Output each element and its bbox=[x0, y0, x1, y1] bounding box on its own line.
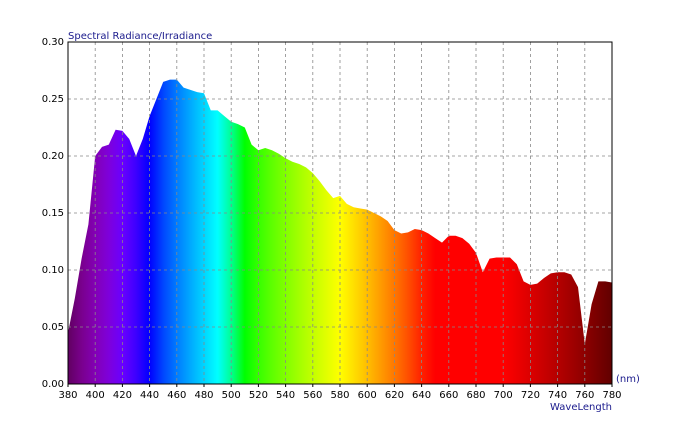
x-tick-label: 500 bbox=[222, 390, 241, 401]
y-tick-label: 0.30 bbox=[42, 37, 64, 48]
x-tick-label: 400 bbox=[86, 390, 105, 401]
x-tick-label: 720 bbox=[521, 390, 540, 401]
x-tick-label: 660 bbox=[439, 390, 458, 401]
x-tick-label: 420 bbox=[113, 390, 132, 401]
x-tick-label: 560 bbox=[303, 390, 322, 401]
x-tick-label: 620 bbox=[385, 390, 404, 401]
x-tick-label: 380 bbox=[58, 390, 77, 401]
y-axis-label: Spectral Radiance/Irradiance bbox=[68, 31, 212, 42]
y-tick-label: 0.25 bbox=[42, 94, 64, 105]
plot-frame bbox=[67, 41, 613, 385]
y-tick-label: 0.10 bbox=[42, 265, 64, 276]
x-tick-label: 740 bbox=[548, 390, 567, 401]
x-axis-label: WaveLength bbox=[550, 402, 612, 413]
x-tick-label: 760 bbox=[575, 390, 594, 401]
x-tick-label: 640 bbox=[412, 390, 431, 401]
y-tick-label: 0.00 bbox=[42, 379, 64, 390]
y-tick-label: 0.05 bbox=[42, 322, 64, 333]
x-tick-label: 600 bbox=[358, 390, 377, 401]
x-tick-label: 540 bbox=[276, 390, 295, 401]
x-tick-label: 480 bbox=[194, 390, 213, 401]
x-tick-label: 680 bbox=[466, 390, 485, 401]
y-tick-label: 0.20 bbox=[42, 151, 64, 162]
x-tick-label: 700 bbox=[494, 390, 513, 401]
x-tick-label: 520 bbox=[249, 390, 268, 401]
x-tick-label: 780 bbox=[602, 390, 621, 401]
y-tick-label: 0.15 bbox=[42, 208, 64, 219]
x-tick-label: 440 bbox=[140, 390, 159, 401]
x-tick-label: 580 bbox=[330, 390, 349, 401]
x-tick-label: 460 bbox=[167, 390, 186, 401]
x-unit: (nm) bbox=[616, 374, 640, 385]
